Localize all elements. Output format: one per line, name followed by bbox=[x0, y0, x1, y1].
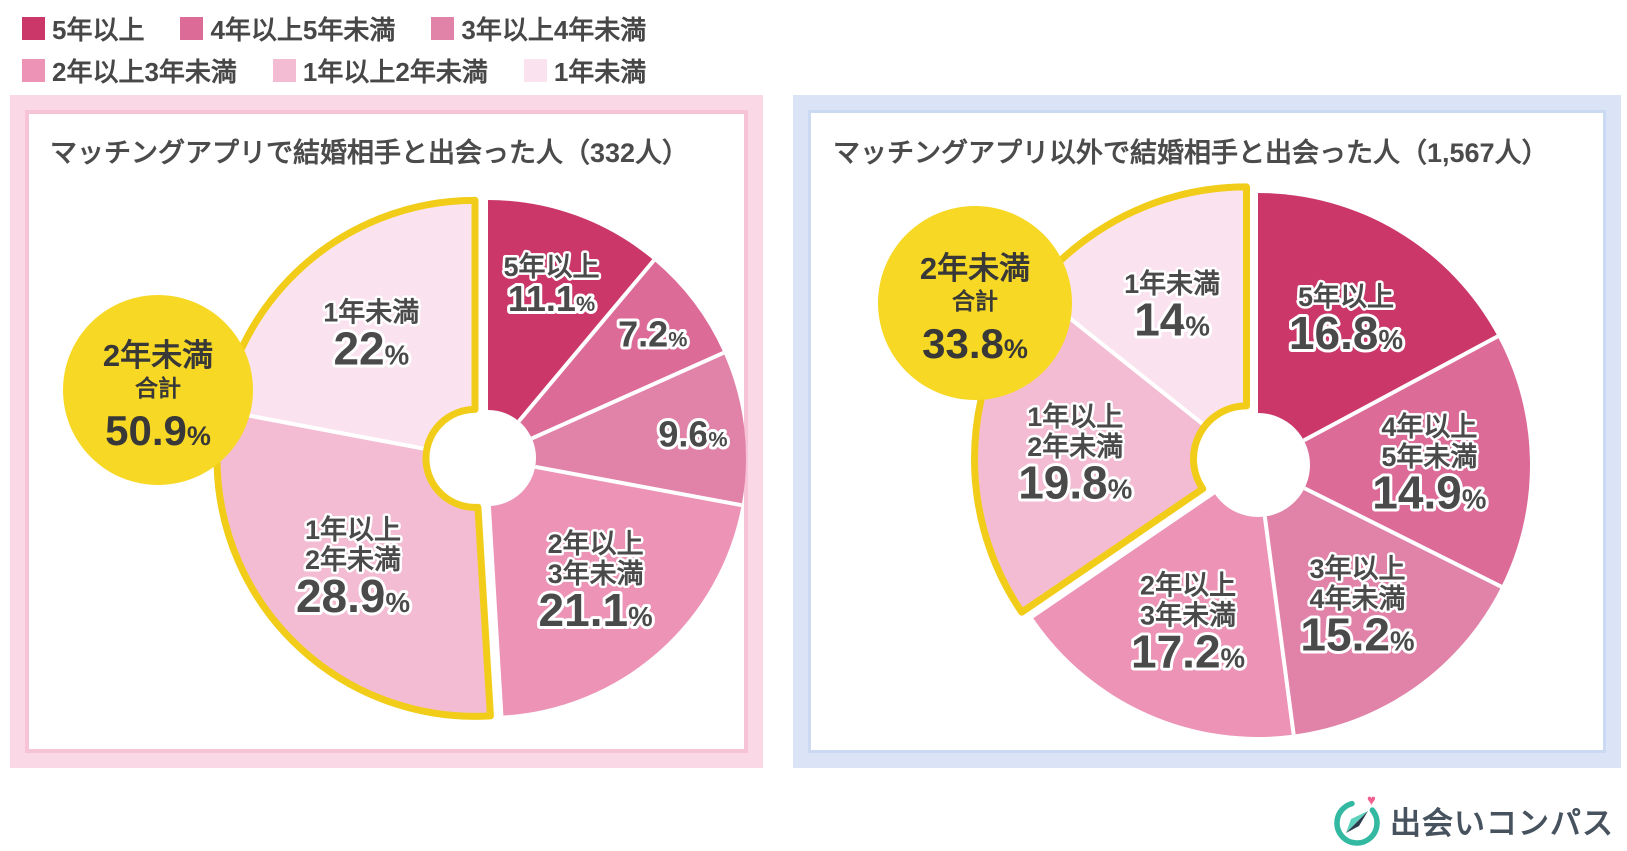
chart-legend: 5年以上 4年以上5年未満 3年以上4年未満 2年以上3年未満 1年以上2年未満 1年未満 bbox=[22, 10, 646, 89]
callout-badge bbox=[63, 295, 253, 485]
pie-chart-other: 5年以上16.8%4年以上5年未満14.9%3年以上4年未満15.2%2年以上3… bbox=[878, 183, 1530, 738]
highlight-outline bbox=[213, 196, 494, 720]
callout-percent: 33.8% bbox=[922, 320, 1028, 367]
slice-percent: 14.9% bbox=[1372, 467, 1486, 519]
legend-label: 3年以上4年未満 bbox=[461, 15, 647, 45]
legend-swatch bbox=[22, 59, 45, 82]
legend-item: 1年未満 bbox=[523, 52, 647, 89]
pie-slice bbox=[1258, 336, 1530, 587]
legend-label: 1年以上2年未満 bbox=[302, 57, 488, 87]
slice-label: 1年以上 bbox=[305, 514, 401, 545]
pie-slice bbox=[488, 200, 654, 458]
legend-row: 5年以上 4年以上5年未満 3年以上4年未満 bbox=[22, 10, 646, 47]
legend-item: 3年以上4年未満 bbox=[431, 10, 646, 47]
legend-item: 1年以上2年未満 bbox=[272, 52, 488, 89]
slice-label: 4年以上 bbox=[1381, 411, 1477, 442]
pie-chart-app: 5年以上11.1%7.2%9.6%2年以上3年未満21.1%1年以上2年未満28… bbox=[63, 196, 747, 720]
heart-icon: ♥ bbox=[1367, 792, 1376, 809]
pie-slice-highlighted bbox=[1033, 186, 1247, 427]
compass-ring bbox=[1334, 800, 1380, 846]
brand-logo: ♥ 出会いコンパス bbox=[1330, 792, 1614, 848]
slice-label: 1年以上 bbox=[1027, 401, 1123, 432]
legend-item: 4年以上5年未満 bbox=[180, 10, 395, 47]
slice-label: 5年未満 bbox=[1381, 441, 1477, 472]
slice-percent: 14% bbox=[1134, 294, 1210, 346]
pie-slice bbox=[1258, 193, 1498, 465]
legend-swatch bbox=[272, 59, 296, 82]
slice-percent: 15.2% bbox=[1300, 609, 1414, 661]
compass-icon: ♥ bbox=[1334, 792, 1380, 846]
legend-label: 2年以上3年未満 bbox=[52, 57, 237, 87]
slice-label: 5年以上 bbox=[504, 251, 600, 282]
slice-divider bbox=[534, 464, 743, 508]
highlight-outline bbox=[971, 183, 1251, 616]
slice-divider bbox=[517, 259, 656, 423]
slice-percent: 9.6% bbox=[658, 413, 727, 454]
callout-line1: 2年未満 bbox=[920, 251, 1030, 286]
slice-percent: 16.8% bbox=[1289, 307, 1403, 359]
pie-slice bbox=[488, 352, 747, 506]
slice-divider bbox=[531, 351, 725, 441]
slice-label: 3年未満 bbox=[548, 558, 644, 589]
pie-slice bbox=[1033, 465, 1294, 738]
slice-divider bbox=[1302, 334, 1499, 443]
legend-row: 2年以上3年未満 1年以上2年未満 1年未満 bbox=[22, 52, 646, 89]
callout-line2: 合計 bbox=[135, 375, 181, 401]
slice-percent: 22% bbox=[333, 322, 409, 374]
slice-label: 2年未満 bbox=[1027, 431, 1123, 462]
callout-line1: 2年未満 bbox=[103, 338, 213, 373]
slice-percent: 11.1% bbox=[508, 278, 595, 319]
pie-slice-highlighted bbox=[221, 200, 476, 450]
slice-percent: 19.8% bbox=[1018, 457, 1132, 509]
pie-slice bbox=[488, 458, 742, 716]
slice-divider bbox=[221, 408, 429, 452]
pie-slice bbox=[488, 260, 724, 458]
slice-label: 1年未満 bbox=[1124, 268, 1220, 299]
chart-title-app: マッチングアプリで結婚相手と出会った人（332人） bbox=[50, 138, 690, 168]
donut-hole bbox=[1206, 413, 1310, 517]
slice-label: 5年以上 bbox=[1298, 281, 1394, 312]
legend-label: 4年以上5年未満 bbox=[210, 15, 396, 45]
legend-label: 5年以上 bbox=[52, 15, 145, 45]
callout-percent: 50.9% bbox=[105, 407, 211, 454]
slice-percent: 7.2% bbox=[618, 313, 687, 354]
donut-hole bbox=[440, 410, 536, 506]
panel-matching-app: マッチングアプリで結婚相手と出会った人（332人） 5年以上 11.1% 7.2% 9… bbox=[10, 95, 763, 768]
legend-swatch bbox=[523, 59, 547, 82]
slice-divider bbox=[1262, 516, 1296, 735]
slice-label: 3年以上 bbox=[1309, 553, 1405, 584]
compass-needle-dark bbox=[1346, 811, 1368, 833]
callout-badge bbox=[878, 206, 1072, 400]
slice-label: 1年未満 bbox=[323, 297, 419, 328]
slice-label: 2年未満 bbox=[305, 544, 401, 575]
panel-non-matching-app: マッチングアプリ以外で結婚相手と出会った人（1,567人） 5年以上 16.8% 4… bbox=[793, 95, 1621, 768]
legend-label: 1年未満 bbox=[553, 57, 647, 87]
slice-label: 2年以上 bbox=[1140, 570, 1236, 601]
slice-label: 4年未満 bbox=[1309, 583, 1405, 614]
legend-swatch bbox=[180, 17, 204, 40]
pie-slice-highlighted bbox=[217, 410, 491, 717]
chart-title-other: マッチングアプリ以外で結婚相手と出会った人（1,567人） bbox=[833, 138, 1549, 168]
legend-item: 2年以上3年未満 bbox=[22, 52, 237, 89]
legend-swatch bbox=[22, 17, 45, 40]
slice-divider bbox=[1303, 486, 1503, 589]
slice-percent: 21.1% bbox=[539, 584, 653, 636]
brand-name: 出会いコンパス bbox=[1390, 805, 1614, 841]
pie-slice bbox=[1258, 465, 1502, 735]
callout-line2: 合計 bbox=[952, 288, 998, 314]
slice-percent: 17.2% bbox=[1131, 626, 1245, 678]
legend-item: 5年以上 bbox=[22, 10, 144, 47]
slice-label: 3年未満 bbox=[1140, 600, 1236, 631]
legend-swatch bbox=[431, 17, 455, 40]
slice-label: 2年以上 bbox=[548, 528, 644, 559]
slice-percent: 28.9% bbox=[296, 570, 410, 622]
